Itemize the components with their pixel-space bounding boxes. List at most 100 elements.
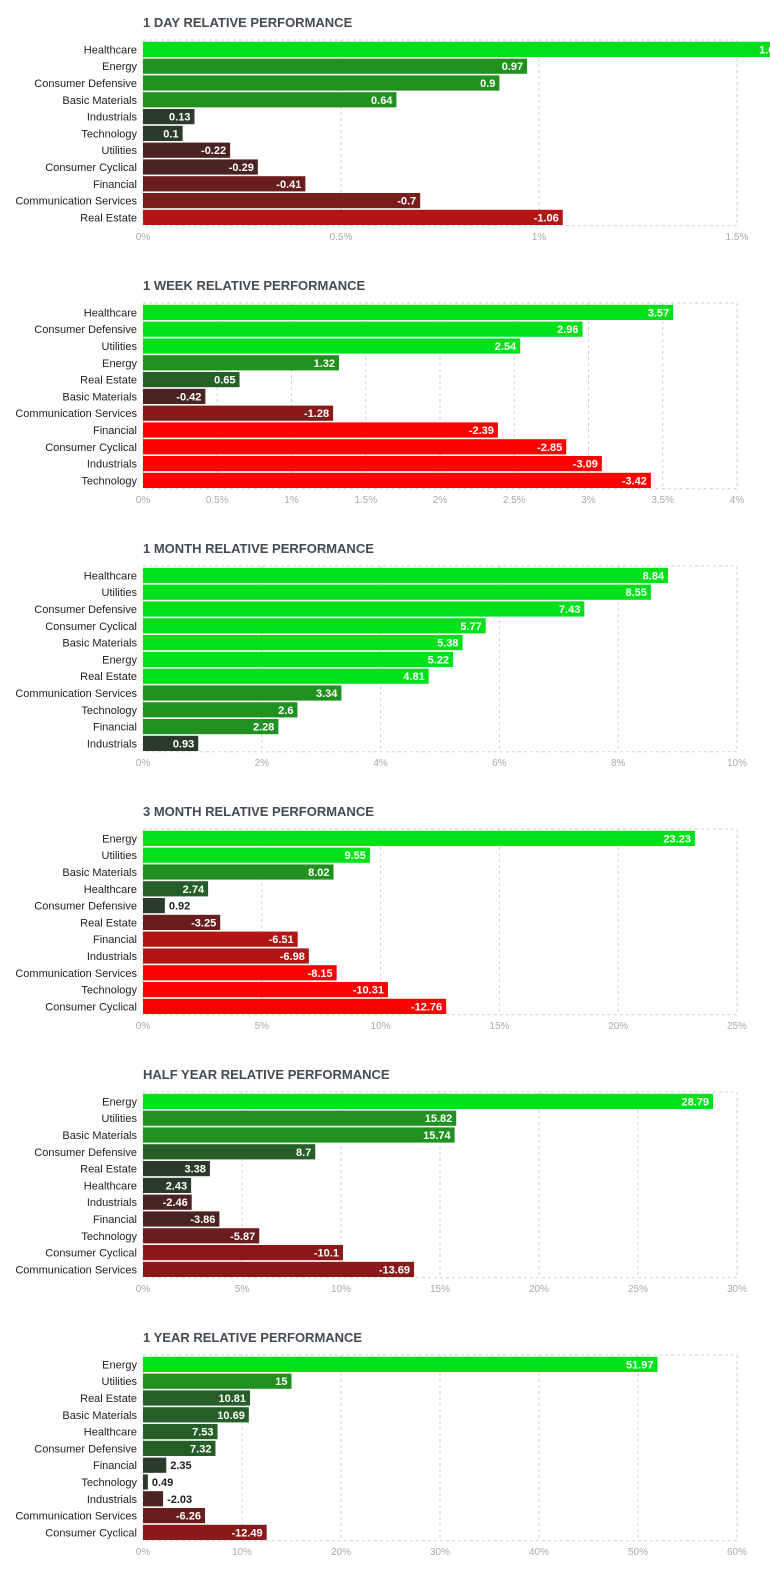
value-label-financial: -0.41 (276, 179, 301, 191)
category-label-industrials: Industrials (87, 459, 138, 471)
bar-communication-services (143, 965, 337, 981)
chart-6: 1 YEAR RELATIVE PERFORMANCE 0% 10% 20% 30% 40… (15, 1330, 747, 1558)
chart-title: 1 MONTH RELATIVE PERFORMANCE (143, 541, 374, 556)
bar-consumer-cyclical (143, 439, 567, 455)
category-label-energy: Energy (102, 358, 137, 370)
value-label-industrials: -2.46 (163, 1197, 188, 1209)
value-label-basic-materials: 15.74 (423, 1130, 451, 1142)
value-label-healthcare: 3.57 (648, 307, 669, 319)
bar-industrials (143, 109, 195, 125)
category-label-healthcare: Healthcare (84, 570, 137, 582)
bar-basic-materials (143, 1407, 249, 1423)
x-tick-label: 30% (430, 1547, 450, 1558)
value-label-communication-services: -1.28 (304, 408, 329, 420)
chart-5: HALF YEAR RELATIVE PERFORMANCE 0% 5% 10% 15%… (15, 1067, 747, 1295)
category-label-real-estate: Real Estate (80, 1164, 137, 1176)
category-label-financial: Financial (93, 425, 137, 437)
value-label-basic-materials: 8.02 (308, 867, 329, 879)
value-label-utilities: -0.22 (201, 145, 226, 157)
category-label-consumer-cyclical: Consumer Cyclical (45, 442, 137, 454)
category-label-basic-materials: Basic Materials (62, 1410, 137, 1422)
category-label-utilities: Utilities (102, 1376, 138, 1388)
x-tick-label: 5% (235, 1284, 250, 1295)
category-label-basic-materials: Basic Materials (62, 867, 137, 879)
category-label-industrials: Industrials (87, 951, 138, 963)
category-label-real-estate: Real Estate (80, 671, 137, 683)
bar-industrials (143, 735, 199, 751)
value-label-technology: -3.42 (622, 475, 647, 487)
category-label-consumer-defensive: Consumer Defensive (34, 604, 137, 616)
x-tick-label: 5% (255, 1021, 270, 1032)
bar-industrials (143, 456, 602, 472)
value-label-healthcare: 2.74 (183, 884, 205, 896)
value-label-utilities: 15.82 (425, 1113, 453, 1125)
category-label-healthcare: Healthcare (84, 44, 137, 56)
bar-energy (143, 58, 528, 74)
bar-basic-materials (143, 1127, 455, 1143)
bar-energy (143, 830, 695, 846)
x-tick-label: 30% (727, 1284, 747, 1295)
bar-financial (143, 1211, 220, 1227)
x-tick-label: 3.5% (651, 495, 674, 506)
bar-healthcare (143, 41, 770, 57)
category-label-financial: Financial (93, 934, 137, 946)
value-label-industrials: -6.98 (280, 951, 305, 963)
value-label-energy: 0.97 (502, 61, 523, 73)
category-label-industrials: Industrials (87, 738, 138, 750)
bar-consumer-cyclical (143, 998, 447, 1014)
category-label-technology: Technology (81, 1231, 137, 1243)
value-label-utilities: 2.54 (495, 341, 517, 353)
value-label-energy: 51.97 (626, 1359, 654, 1371)
bar-industrials (143, 948, 309, 964)
bar-technology (143, 982, 388, 998)
category-label-utilities: Utilities (102, 587, 138, 599)
value-label-real-estate: 0.65 (214, 375, 235, 387)
chart-title: 1 WEEK RELATIVE PERFORMANCE (143, 278, 366, 293)
category-label-consumer-defensive: Consumer Defensive (34, 901, 137, 913)
chart-title: 1 YEAR RELATIVE PERFORMANCE (143, 1330, 362, 1345)
category-label-utilities: Utilities (102, 341, 138, 353)
value-label-technology: -10.31 (353, 985, 384, 997)
value-label-industrials: -2.03 (167, 1494, 192, 1506)
category-label-energy: Energy (102, 654, 137, 666)
bar-healthcare (143, 1424, 218, 1440)
value-label-utilities: 9.55 (344, 850, 365, 862)
x-tick-label: 0% (136, 1021, 151, 1032)
bar-energy (143, 355, 340, 371)
category-label-consumer-cyclical: Consumer Cyclical (45, 621, 137, 633)
bar-technology (143, 1474, 148, 1490)
category-label-consumer-cyclical: Consumer Cyclical (45, 1248, 137, 1260)
value-label-consumer-cyclical: -10.1 (314, 1248, 339, 1260)
category-label-technology: Technology (81, 128, 137, 140)
bar-real-estate (143, 1390, 251, 1406)
x-tick-label: 4% (730, 495, 745, 506)
category-label-energy: Energy (102, 1096, 137, 1108)
value-label-industrials: -3.09 (573, 459, 598, 471)
bar-energy (143, 1093, 714, 1109)
category-label-financial: Financial (93, 1460, 137, 1472)
bar-consumer-cyclical (143, 618, 486, 634)
category-label-financial: Financial (93, 1214, 137, 1226)
chart-title: HALF YEAR RELATIVE PERFORMANCE (143, 1067, 390, 1082)
bar-consumer-defensive (143, 1440, 216, 1456)
category-label-energy: Energy (102, 833, 137, 845)
category-label-communication-services: Communication Services (15, 408, 137, 420)
x-tick-label: 0% (136, 495, 151, 506)
value-label-consumer-defensive: 2.96 (557, 324, 578, 336)
x-tick-label: 20% (608, 1021, 628, 1032)
value-label-utilities: 8.55 (625, 587, 646, 599)
bar-consumer-defensive (143, 75, 500, 91)
value-label-industrials: 0.93 (173, 738, 194, 750)
x-tick-label: 0% (136, 1547, 151, 1558)
category-label-energy: Energy (102, 61, 137, 73)
bar-consumer-cyclical (143, 1524, 267, 1540)
value-label-industrials: 0.13 (169, 112, 190, 124)
category-label-technology: Technology (81, 1477, 137, 1489)
value-label-consumer-cyclical: -0.29 (229, 162, 254, 174)
category-label-healthcare: Healthcare (84, 1427, 137, 1439)
bar-technology (143, 125, 183, 141)
category-label-basic-materials: Basic Materials (62, 1130, 137, 1142)
x-tick-label: 2% (255, 758, 270, 769)
value-label-financial: -2.39 (469, 425, 494, 437)
